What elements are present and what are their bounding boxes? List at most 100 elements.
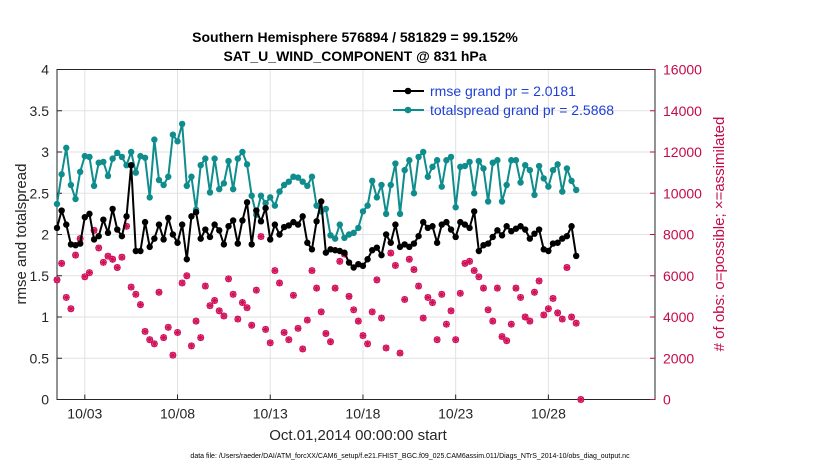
rmse-point [253,207,260,214]
obs-marker [136,301,144,309]
obs-marker [336,257,344,265]
obs-assimilated-marker [188,342,195,350]
obs-marker [424,293,432,301]
obs-marker [72,251,79,259]
obs-assimilated-marker [368,308,376,316]
obs-assimilated-marker [401,296,409,303]
totalspread-point [114,149,121,157]
obs-assimilated-marker [164,323,172,331]
obs-assimilated-marker [507,320,515,328]
totalspread-point [438,183,445,190]
totalspread-point [471,190,478,197]
obs-marker [285,336,293,344]
rmse-point [132,247,140,255]
rmse-point [90,236,98,243]
totalspread-point [355,224,362,232]
obs-assimilated-marker [141,328,149,335]
obs-marker [489,317,497,325]
rmse-point [568,223,575,230]
totalspread-point [522,162,529,169]
rmse-point [220,241,228,248]
obs-assimilated-marker [313,284,320,292]
obs-assimilated-marker [146,336,154,344]
obs-marker [493,284,501,292]
obs-marker [220,312,228,320]
obs-assimilated-marker [58,259,66,267]
obs-marker [187,342,195,350]
rmse-point [206,233,214,241]
obs-marker [331,284,339,292]
totalspread-point [109,155,116,162]
totalspread-point [127,148,135,156]
obs-marker [327,338,334,346]
obs-marker [535,277,543,285]
totalspread-point [58,171,65,178]
totalspread-point [572,186,580,194]
obs-assimilated-marker [563,264,571,271]
right-tick-label: 6000 [663,268,694,284]
left-tick-label: 0.5 [30,350,50,366]
obs-assimilated-marker [484,306,492,314]
totalspread-point [53,200,61,208]
totalspread-point [308,173,316,180]
rmse-point [545,247,552,255]
totalspread-point [406,157,413,164]
obs-assimilated-marker [225,275,232,283]
obs-marker [118,253,126,261]
obs-marker [215,307,223,315]
obs-marker [127,283,135,291]
x-tick-label: 10/03 [67,406,102,422]
rmse-point [299,213,306,220]
left-tick-label: 3.5 [30,103,50,119]
obs-marker [368,308,376,316]
obs-assimilated-marker [521,313,529,321]
obs-assimilated-marker [438,290,446,298]
obs-assimilated-marker [424,294,432,301]
rmse-point [174,239,181,246]
totalspread-point [364,202,371,209]
rmse-point [415,232,422,240]
rmse-point [123,213,130,220]
totalspread-point [197,162,204,169]
obs-assimilated-marker [322,330,330,337]
rmse-point [188,213,195,220]
rmse-point [192,209,200,216]
obs-assimilated-marker [174,329,181,336]
totalspread-point [294,174,302,181]
obs-marker [225,275,232,283]
totalspread-point [424,173,432,180]
obs-marker [526,317,534,325]
obs-marker [563,264,571,271]
obs-marker [558,315,566,323]
totalspread-point [331,235,339,242]
obs-marker [238,299,246,307]
totalspread-point [327,232,334,239]
rmse-point [503,223,510,230]
totalspread-point [86,153,93,161]
obs-assimilated-marker [215,307,223,315]
obs-assimilated-marker [197,334,205,342]
obs-marker [475,273,483,281]
totalspread-point [410,190,418,197]
obs-marker [466,257,474,265]
obs-assimilated-marker [419,314,427,322]
totalspread-point [378,181,385,189]
rmse-point [146,243,153,251]
totalspread-point [526,166,534,174]
totalspread-point [540,175,547,182]
obs-marker [433,336,441,344]
obs-assimilated-marker [137,301,144,309]
totalspread-point [461,162,469,170]
totalspread-point [299,178,306,185]
obs-assimilated-marker [327,338,334,346]
totalspread-point [63,144,70,152]
obs-assimilated-marker [396,349,404,357]
totalspread-point [475,157,483,165]
right-tick-label: 16000 [663,62,702,78]
obs-assimilated-marker [382,344,390,352]
obs-marker [146,336,154,344]
rmse-point [341,249,348,256]
right-tick-label: 14000 [663,103,702,119]
obs-marker [484,306,492,314]
rmse-point [276,231,283,238]
